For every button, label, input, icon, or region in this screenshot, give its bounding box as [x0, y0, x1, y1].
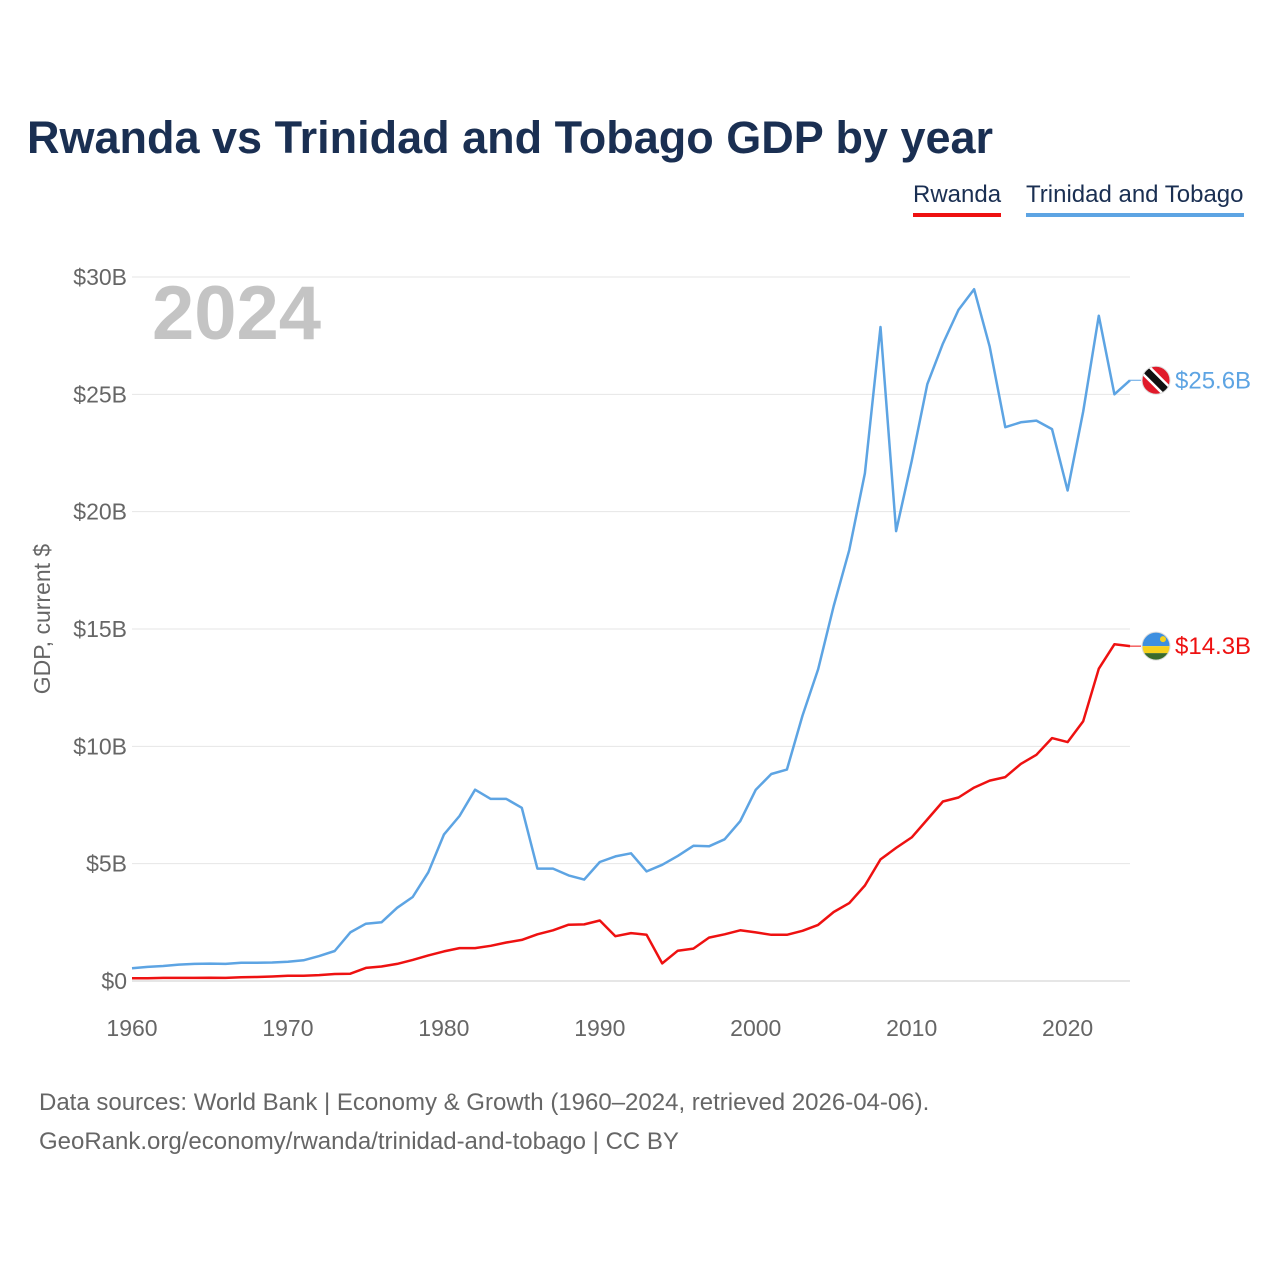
y-tick-label: $0	[101, 968, 127, 994]
series-line-trinidad-and-tobago	[131, 287, 1131, 970]
series-end-markers: $14.3B $25.6B	[1130, 365, 1251, 661]
x-tick-label: 1980	[418, 1015, 469, 1041]
footer: Data sources: World Bank | Economy & Gro…	[39, 1083, 929, 1161]
y-tick-label: $20B	[73, 499, 127, 525]
series-line-rwanda	[132, 643, 1131, 980]
x-axis-tick-labels: 1960 1970 1980 1990 2000 2010 2020	[106, 1015, 1093, 1041]
y-tick-label: $30B	[73, 264, 127, 290]
end-label-rwanda: $14.3B	[1175, 633, 1251, 660]
y-tick-label: $25B	[73, 381, 127, 407]
flag-icon-trinidad-and-tobago	[1141, 365, 1171, 395]
year-watermark: 2024	[152, 271, 321, 356]
y-tick-label: $15B	[73, 616, 127, 642]
x-tick-label: 2010	[886, 1015, 937, 1041]
footer-source: Data sources: World Bank | Economy & Gro…	[39, 1089, 930, 1116]
x-tick-label: 1990	[574, 1015, 625, 1041]
y-axis-label: GDP, current $	[29, 544, 55, 695]
legend-item-rwanda[interactable]: Rwanda	[913, 181, 1002, 217]
legend-item-trinidad-and-tobago[interactable]: Trinidad and Tobago	[1026, 181, 1244, 217]
flag-icon-rwanda	[1141, 631, 1171, 661]
x-tick-label: 2000	[730, 1015, 781, 1041]
x-tick-label: 1970	[262, 1015, 313, 1041]
chart-title: Rwanda vs Trinidad and Tobago GDP by yea…	[27, 112, 994, 163]
gridlines	[132, 276, 1130, 982]
x-tick-label: 2020	[1042, 1015, 1093, 1041]
series-lines	[131, 287, 1131, 980]
y-tick-label: $10B	[73, 733, 127, 759]
x-tick-label: 1960	[106, 1015, 157, 1041]
y-axis-tick-labels: $0 $5B $10B $15B $20B $25B $30B	[73, 264, 127, 994]
footer-credit: GeoRank.org/economy/rwanda/trinidad-and-…	[39, 1128, 679, 1155]
end-label-trinidad-and-tobago: $25.6B	[1175, 367, 1251, 394]
y-tick-label: $5B	[86, 851, 127, 877]
